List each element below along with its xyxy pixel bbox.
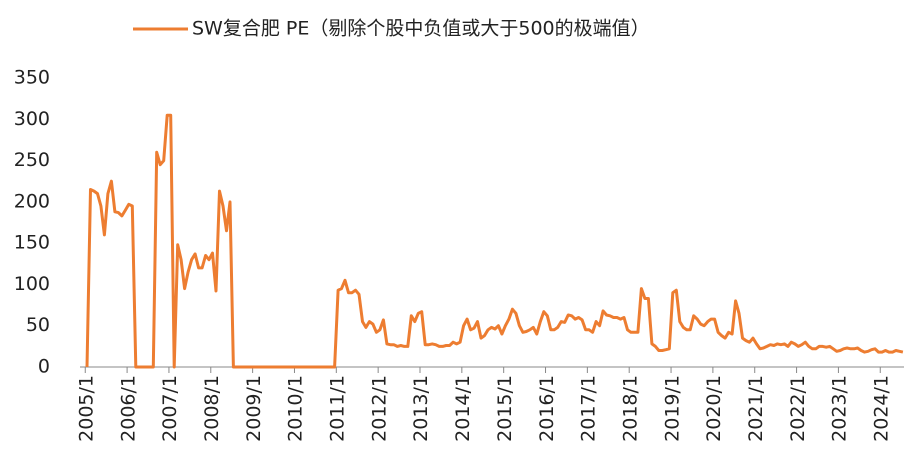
- x-tick-label: 2017/1: [578, 375, 600, 442]
- y-tick-label: 250: [14, 149, 50, 171]
- x-tick-label: 2008/1: [201, 375, 223, 442]
- x-tick-label: 2018/1: [619, 375, 641, 442]
- x-tick-label: 2020/1: [703, 375, 725, 442]
- y-tick-label: 0: [38, 356, 50, 378]
- x-tick-label: 2015/1: [494, 375, 516, 442]
- y-tick-label: 350: [14, 67, 50, 89]
- x-tick-label: 2011/1: [327, 375, 349, 442]
- y-tick-label: 300: [14, 108, 50, 130]
- x-tick-label: 2021/1: [745, 375, 767, 442]
- x-tick-label: 2016/1: [536, 375, 558, 442]
- y-tick-label: 50: [26, 314, 50, 336]
- x-tick-label: 2005/1: [76, 375, 98, 442]
- x-tick-label: 2019/1: [661, 375, 683, 442]
- x-tick-label: 2023/1: [829, 375, 851, 442]
- x-tick-label: 2024/1: [871, 375, 893, 442]
- y-tick-label: 200: [14, 190, 50, 212]
- x-tick-label: 2007/1: [159, 375, 181, 442]
- x-tick-label: 2022/1: [787, 375, 809, 442]
- x-tick-label: 2012/1: [368, 375, 390, 442]
- x-tick-label: 2013/1: [410, 375, 432, 442]
- y-tick-label: 150: [14, 232, 50, 254]
- x-tick-label: 2009/1: [243, 375, 265, 442]
- x-tick-label: 2010/1: [285, 375, 307, 442]
- x-tick-label: 2006/1: [117, 375, 139, 442]
- x-tick-label: 2014/1: [452, 375, 474, 442]
- line-series: [85, 113, 904, 369]
- legend-label: SW复合肥 PE（剔除个股中负值或大于500的极端值）: [192, 18, 650, 40]
- y-tick-label: 100: [14, 273, 50, 295]
